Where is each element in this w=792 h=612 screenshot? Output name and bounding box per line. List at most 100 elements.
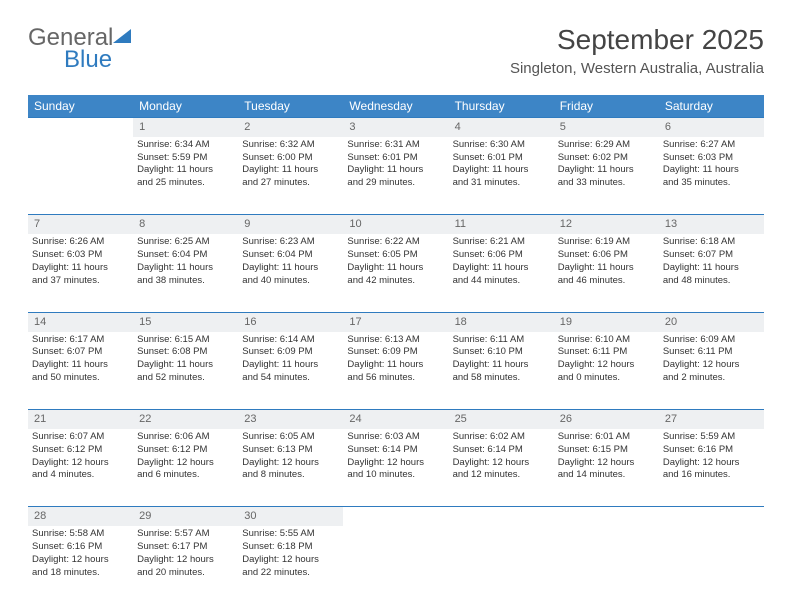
day-number: 11	[449, 215, 554, 234]
logo: General Blue	[28, 24, 135, 74]
sunrise-text: Sunrise: 6:34 AM	[137, 139, 234, 152]
daylight-text: and 38 minutes.	[137, 275, 234, 288]
day-cell: Sunrise: 6:26 AMSunset: 6:03 PMDaylight:…	[28, 234, 133, 312]
weekday-thu: Thursday	[449, 95, 554, 118]
sunrise-text: Sunrise: 6:32 AM	[242, 139, 339, 152]
day-cell: Sunrise: 6:34 AMSunset: 5:59 PMDaylight:…	[133, 137, 238, 215]
day-cell: Sunrise: 6:17 AMSunset: 6:07 PMDaylight:…	[28, 332, 133, 410]
day-number: 3	[343, 118, 448, 137]
daylight-text: and 25 minutes.	[137, 177, 234, 190]
daylight-text: Daylight: 11 hours	[347, 359, 444, 372]
daylight-text: Daylight: 12 hours	[663, 359, 760, 372]
sunrise-text: Sunrise: 6:07 AM	[32, 431, 129, 444]
daylight-text: Daylight: 11 hours	[663, 262, 760, 275]
day-cell: Sunrise: 6:01 AMSunset: 6:15 PMDaylight:…	[554, 429, 659, 507]
sunset-text: Sunset: 6:00 PM	[242, 152, 339, 165]
daynum-row: 282930	[28, 507, 764, 526]
day-cell: Sunrise: 5:57 AMSunset: 6:17 PMDaylight:…	[133, 526, 238, 604]
daylight-text: Daylight: 12 hours	[32, 554, 129, 567]
daylight-text: Daylight: 12 hours	[137, 457, 234, 470]
sunset-text: Sunset: 6:04 PM	[242, 249, 339, 262]
sunrise-text: Sunrise: 6:31 AM	[347, 139, 444, 152]
daylight-text: and 6 minutes.	[137, 469, 234, 482]
daylight-text: and 44 minutes.	[453, 275, 550, 288]
sunrise-text: Sunrise: 6:14 AM	[242, 334, 339, 347]
sunset-text: Sunset: 6:15 PM	[558, 444, 655, 457]
sunrise-text: Sunrise: 6:01 AM	[558, 431, 655, 444]
daylight-text: and 35 minutes.	[663, 177, 760, 190]
day-number: 13	[659, 215, 764, 234]
logo-text: General Blue	[28, 24, 135, 74]
day-cell: Sunrise: 6:29 AMSunset: 6:02 PMDaylight:…	[554, 137, 659, 215]
day-cell: Sunrise: 6:22 AMSunset: 6:05 PMDaylight:…	[343, 234, 448, 312]
sunset-text: Sunset: 6:03 PM	[663, 152, 760, 165]
day-number: 24	[343, 410, 448, 429]
sunset-text: Sunset: 6:16 PM	[663, 444, 760, 457]
weekday-header-row: Sunday Monday Tuesday Wednesday Thursday…	[28, 95, 764, 118]
daylight-text: Daylight: 11 hours	[32, 262, 129, 275]
daylight-text: and 31 minutes.	[453, 177, 550, 190]
day-cell: Sunrise: 6:25 AMSunset: 6:04 PMDaylight:…	[133, 234, 238, 312]
day-number: 16	[238, 312, 343, 331]
daylight-text: and 0 minutes.	[558, 372, 655, 385]
sunset-text: Sunset: 6:12 PM	[32, 444, 129, 457]
daylight-text: and 8 minutes.	[242, 469, 339, 482]
daylight-text: and 58 minutes.	[453, 372, 550, 385]
daylight-text: and 22 minutes.	[242, 567, 339, 580]
daylight-text: Daylight: 12 hours	[137, 554, 234, 567]
sunset-text: Sunset: 6:16 PM	[32, 541, 129, 554]
day-cell	[449, 526, 554, 604]
day-number: 2	[238, 118, 343, 137]
sunset-text: Sunset: 6:11 PM	[663, 346, 760, 359]
day-cell: Sunrise: 6:11 AMSunset: 6:10 PMDaylight:…	[449, 332, 554, 410]
day-cell: Sunrise: 6:06 AMSunset: 6:12 PMDaylight:…	[133, 429, 238, 507]
daylight-text: Daylight: 11 hours	[32, 359, 129, 372]
sunrise-text: Sunrise: 6:25 AM	[137, 236, 234, 249]
daylight-text: Daylight: 11 hours	[663, 164, 760, 177]
daylight-text: Daylight: 12 hours	[558, 457, 655, 470]
day-number: 7	[28, 215, 133, 234]
daylight-text: and 10 minutes.	[347, 469, 444, 482]
sunset-text: Sunset: 6:06 PM	[558, 249, 655, 262]
daylight-text: and 46 minutes.	[558, 275, 655, 288]
daylight-text: Daylight: 11 hours	[453, 262, 550, 275]
day-cell	[343, 526, 448, 604]
daylight-text: and 42 minutes.	[347, 275, 444, 288]
day-cell: Sunrise: 6:03 AMSunset: 6:14 PMDaylight:…	[343, 429, 448, 507]
daylight-text: and 33 minutes.	[558, 177, 655, 190]
day-cell: Sunrise: 6:15 AMSunset: 6:08 PMDaylight:…	[133, 332, 238, 410]
sunset-text: Sunset: 6:13 PM	[242, 444, 339, 457]
day-number: 22	[133, 410, 238, 429]
daylight-text: Daylight: 11 hours	[453, 164, 550, 177]
day-number: 8	[133, 215, 238, 234]
day-number: 5	[554, 118, 659, 137]
daynum-row: 123456	[28, 118, 764, 137]
day-cell: Sunrise: 6:09 AMSunset: 6:11 PMDaylight:…	[659, 332, 764, 410]
daylight-text: Daylight: 11 hours	[347, 164, 444, 177]
sunset-text: Sunset: 6:17 PM	[137, 541, 234, 554]
day-content-row: Sunrise: 6:26 AMSunset: 6:03 PMDaylight:…	[28, 234, 764, 312]
weekday-sat: Saturday	[659, 95, 764, 118]
sunset-text: Sunset: 6:14 PM	[453, 444, 550, 457]
daylight-text: and 56 minutes.	[347, 372, 444, 385]
day-number: 10	[343, 215, 448, 234]
sunrise-text: Sunrise: 6:21 AM	[453, 236, 550, 249]
title-block: September 2025 Singleton, Western Austra…	[510, 24, 764, 77]
day-content-row: Sunrise: 6:34 AMSunset: 5:59 PMDaylight:…	[28, 137, 764, 215]
sunrise-text: Sunrise: 6:13 AM	[347, 334, 444, 347]
daylight-text: Daylight: 11 hours	[137, 359, 234, 372]
daylight-text: Daylight: 11 hours	[242, 164, 339, 177]
daylight-text: Daylight: 11 hours	[453, 359, 550, 372]
daylight-text: Daylight: 11 hours	[558, 164, 655, 177]
day-number: 4	[449, 118, 554, 137]
sunset-text: Sunset: 6:12 PM	[137, 444, 234, 457]
day-number: 9	[238, 215, 343, 234]
daylight-text: Daylight: 11 hours	[137, 164, 234, 177]
daynum-row: 21222324252627	[28, 410, 764, 429]
day-cell: Sunrise: 6:18 AMSunset: 6:07 PMDaylight:…	[659, 234, 764, 312]
day-number	[449, 507, 554, 526]
day-number	[343, 507, 448, 526]
sunrise-text: Sunrise: 6:10 AM	[558, 334, 655, 347]
day-number	[554, 507, 659, 526]
day-cell: Sunrise: 6:21 AMSunset: 6:06 PMDaylight:…	[449, 234, 554, 312]
